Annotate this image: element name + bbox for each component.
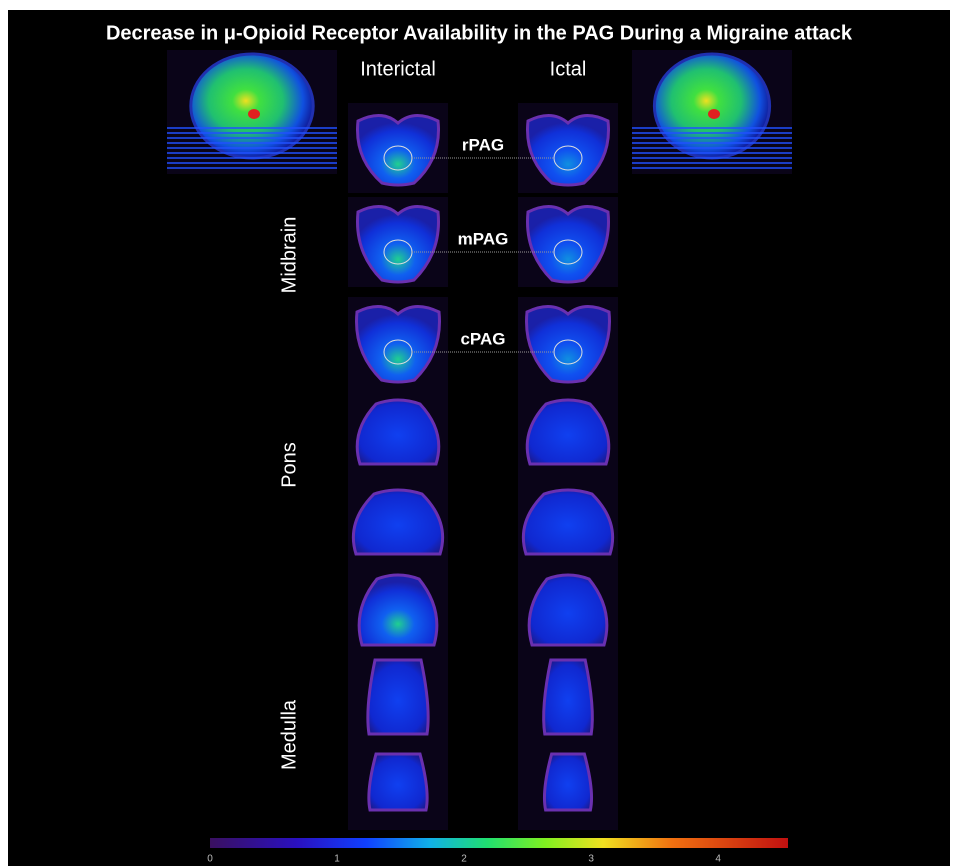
colorbar-tick-label: 3 xyxy=(588,854,594,865)
brain-slice xyxy=(369,754,427,810)
column-label: Ictal xyxy=(550,58,587,80)
colorbar xyxy=(210,838,788,848)
colorbar-tick-label: 0 xyxy=(207,854,213,865)
brain-slice xyxy=(544,660,593,734)
colorbar-tick-label: 1 xyxy=(334,854,340,865)
sagittal-hot xyxy=(708,109,720,119)
brain-slice xyxy=(359,575,437,645)
brain-slice xyxy=(527,400,609,464)
figure-title: Decrease in μ-Opioid Receptor Availabili… xyxy=(106,22,853,44)
brain-slice xyxy=(544,754,591,810)
region-label: Pons xyxy=(278,442,300,488)
roi-label: rPAG xyxy=(462,135,504,154)
sagittal-hot xyxy=(248,109,260,119)
colorbar-tick-label: 2 xyxy=(461,854,467,865)
column-label: Interictal xyxy=(360,58,436,80)
page: Decrease in μ-Opioid Receptor Availabili… xyxy=(0,0,958,866)
brain-slice xyxy=(357,400,439,464)
brain-slice xyxy=(368,660,428,734)
region-label: Medulla xyxy=(278,699,300,770)
brain-slice xyxy=(529,575,607,645)
figure: Decrease in μ-Opioid Receptor Availabili… xyxy=(0,0,958,866)
roi-label: mPAG xyxy=(458,229,509,248)
roi-label: cPAG xyxy=(460,329,505,348)
region-label: Midbrain xyxy=(278,217,300,294)
colorbar-tick-label: 4 xyxy=(715,854,721,865)
